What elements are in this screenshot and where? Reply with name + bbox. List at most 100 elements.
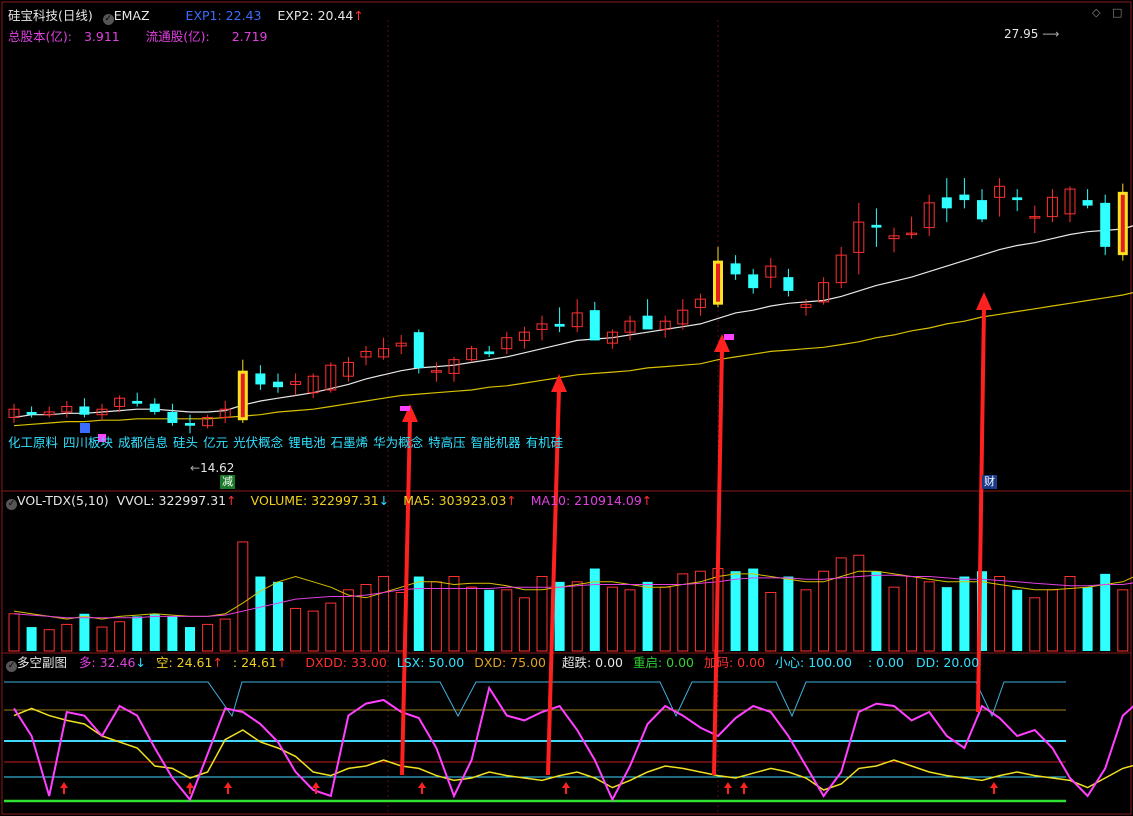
dd-value: DD: 20.00	[915, 655, 980, 670]
candle-body	[114, 397, 126, 407]
volume-bar	[941, 587, 952, 651]
buy-arrow-icon	[418, 782, 426, 794]
volume-bar	[518, 597, 530, 652]
vol-indicator-name[interactable]: VOL-TDX(5,10)	[17, 493, 109, 508]
volume-bar	[765, 591, 777, 652]
jiama-value: 加码: 0.00	[704, 655, 766, 670]
signal-marker	[98, 434, 106, 442]
volume-bar	[149, 613, 160, 651]
volume-bar	[325, 602, 337, 652]
candle-body	[765, 265, 777, 278]
candle-body	[694, 298, 706, 308]
volume-bar	[237, 541, 249, 652]
finance-tag[interactable]: 财	[982, 475, 997, 489]
exp2-value: EXP2: 20.44	[277, 8, 354, 23]
concept-tag[interactable]: 四川板块	[63, 435, 114, 450]
volume-bar	[466, 586, 478, 652]
candle-body	[290, 381, 302, 385]
volume-bar	[748, 568, 759, 651]
candle-body	[1064, 188, 1076, 215]
volume-bar	[1082, 587, 1093, 651]
title-bar: 硅宝科技(日线) ✓ EMAZ EXP1: 22.43 EXP2: 20.44↑	[8, 8, 364, 25]
signal-arrow	[976, 305, 986, 713]
volume-bar	[96, 626, 108, 652]
candle-body-inner	[240, 373, 245, 418]
sub-settings-icon[interactable]: ✓	[6, 661, 17, 672]
candle-body-inner	[1120, 194, 1125, 253]
volume-bar	[888, 586, 900, 652]
candle-body	[959, 194, 970, 201]
volume-bar	[255, 576, 266, 651]
candle-body	[413, 332, 424, 368]
volume-bar	[554, 581, 565, 651]
candle-body	[1029, 216, 1041, 219]
signal-arrow	[400, 417, 412, 776]
candle-body	[61, 405, 73, 413]
concept-tag[interactable]: 亿元	[203, 435, 229, 450]
vol-settings-icon[interactable]: ✓	[6, 499, 17, 510]
volume-bar	[1064, 576, 1076, 652]
concept-tag[interactable]: 锂电池	[288, 435, 326, 450]
candle-body	[255, 373, 266, 385]
buy-arrow-icon	[60, 782, 68, 794]
volume-bar	[448, 576, 460, 652]
candle-body	[149, 403, 160, 412]
concept-tag[interactable]: 智能机器	[470, 435, 521, 450]
candle-body	[132, 400, 143, 404]
concept-tag[interactable]: 华为概念	[373, 435, 424, 450]
candle-body	[518, 331, 530, 341]
indicator-name[interactable]: EMAZ	[113, 8, 150, 23]
volume-bar	[906, 576, 918, 652]
volume-bar	[1046, 589, 1058, 652]
volume-value: VOLUME: 322997.31	[250, 493, 379, 508]
candle-body	[484, 351, 495, 355]
volume-bar	[61, 623, 73, 652]
settings-icon[interactable]: ✓	[102, 14, 114, 25]
signal-arrow	[546, 387, 561, 776]
concept-tag[interactable]: 光伏概念	[233, 435, 284, 450]
candle-body	[43, 411, 55, 416]
concept-tag[interactable]: 特高压	[428, 435, 466, 450]
volume-bar	[360, 584, 372, 652]
square-icon[interactable]: □	[1112, 6, 1123, 19]
candle-body	[659, 320, 671, 330]
volume-bar	[694, 570, 706, 652]
concept-tag[interactable]: 石墨烯	[330, 435, 369, 450]
signal-arrow-head	[551, 374, 567, 392]
diamond-icon[interactable]: ◇	[1092, 6, 1101, 19]
concept-tag[interactable]: 有机硅	[525, 435, 564, 450]
concept-tag[interactable]: 化工原料	[8, 435, 59, 450]
volume-bar	[624, 589, 636, 652]
candle-body	[96, 408, 108, 416]
float-shares-label: 流通股(亿):	[145, 29, 210, 44]
sub-indicator-name[interactable]: 多空副图	[17, 655, 68, 670]
candle-body	[888, 235, 900, 240]
duo-line	[13, 685, 1133, 802]
volume-bar	[977, 571, 987, 651]
ma-long-line	[13, 292, 1133, 427]
candle-body	[730, 263, 741, 275]
candle-body	[800, 304, 812, 308]
dxd-value: DXD: 75.00	[474, 655, 546, 670]
vvol-value: VVOL: 322997.31	[116, 493, 227, 508]
concept-tag[interactable]: 成都信息	[118, 435, 169, 450]
volume-bar	[307, 610, 319, 652]
candle-body	[571, 312, 583, 328]
volume-bar	[430, 581, 442, 652]
candle-body-inner	[716, 263, 720, 302]
candle-body	[26, 411, 37, 415]
signal-marker	[724, 334, 734, 340]
concept-tag[interactable]: 硅头	[173, 435, 199, 450]
volume-bar	[818, 570, 830, 652]
xiaoxin-line	[4, 681, 1066, 718]
cut-tag[interactable]: 减	[220, 475, 235, 489]
signal-arrow-head	[714, 334, 730, 352]
candle-body	[536, 323, 548, 330]
volume-bar	[219, 618, 231, 652]
high-price-label: 27.95 ⟶	[1004, 27, 1060, 41]
chaodie-value: 超跌: 0.00	[561, 655, 623, 670]
total-shares-value: 3.911	[83, 29, 120, 44]
volume-bar	[536, 576, 548, 652]
